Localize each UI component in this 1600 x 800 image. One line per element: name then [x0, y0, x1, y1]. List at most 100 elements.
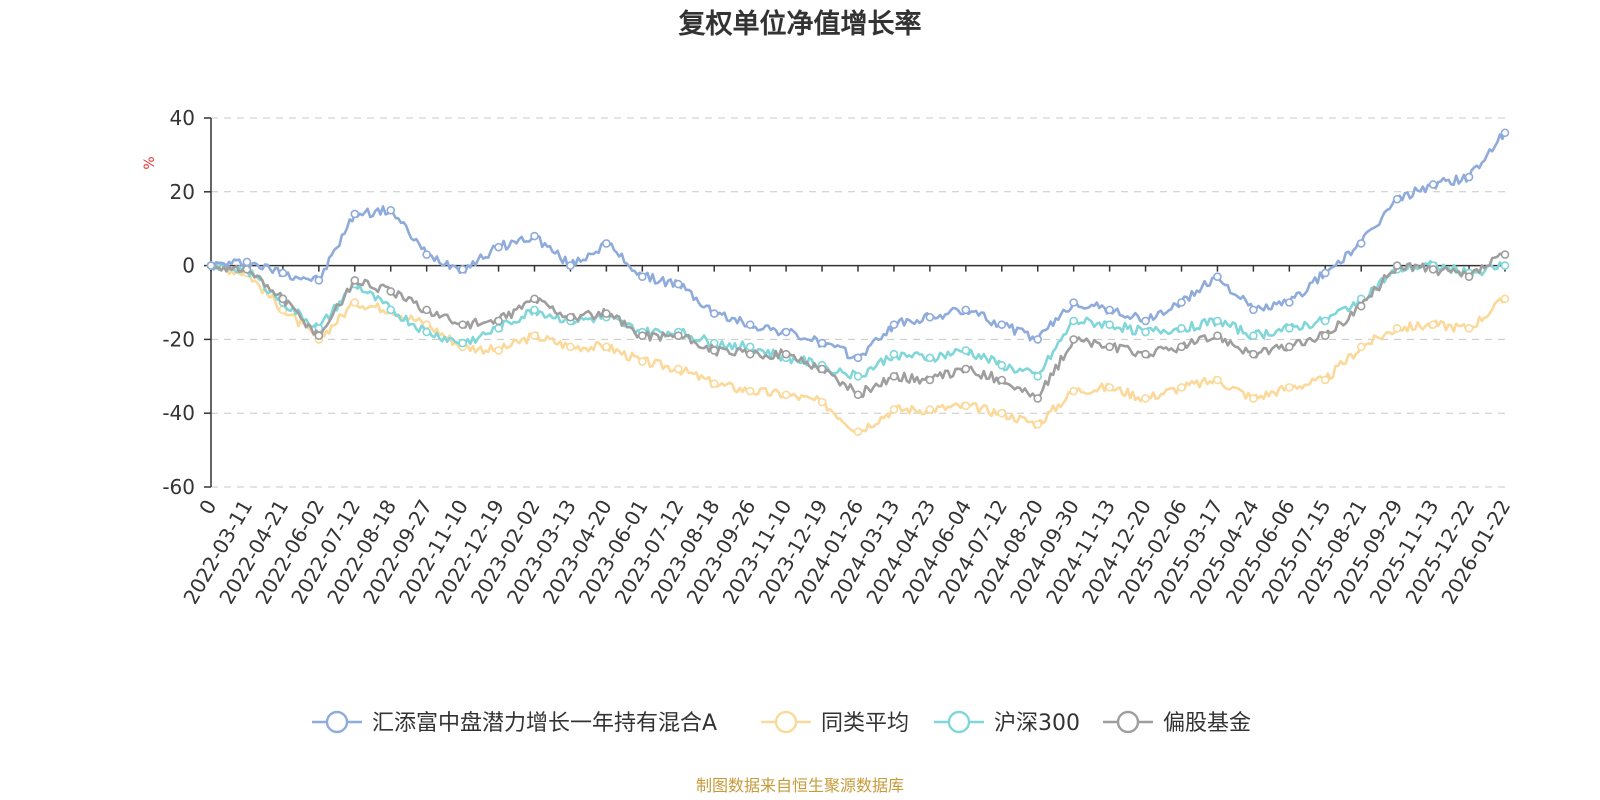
data-point	[638, 357, 647, 366]
data-point	[494, 346, 503, 355]
data-point	[1500, 250, 1510, 259]
data-point	[745, 320, 755, 329]
data-point	[1464, 172, 1474, 182]
series-3	[206, 250, 1510, 403]
data-point	[1392, 194, 1402, 204]
data-point	[817, 364, 827, 374]
legend-marker	[325, 710, 349, 734]
axes	[210, 118, 1506, 487]
legend-item[interactable]: 同类平均	[761, 710, 909, 736]
data-point	[422, 305, 431, 315]
y-tick-label: -40	[162, 401, 195, 425]
data-point	[709, 379, 719, 388]
data-point	[1069, 386, 1078, 396]
data-point	[638, 331, 647, 341]
data-point	[673, 331, 683, 341]
legend-marker	[947, 710, 971, 734]
legend-label: 汇添富中盘潜力增长一年持有混合A	[372, 711, 717, 736]
data-point	[494, 242, 503, 252]
data-point	[242, 257, 252, 267]
data-point	[1213, 316, 1222, 326]
data-point	[1285, 383, 1294, 392]
data-point	[638, 272, 647, 281]
legend-marker	[1116, 710, 1140, 734]
legend-item[interactable]: 汇添富中盘潜力增长一年持有混合A	[312, 710, 717, 736]
data-point	[1177, 383, 1186, 392]
legend-item[interactable]: 沪深300	[934, 710, 1080, 736]
data-point	[1213, 272, 1222, 281]
data-point	[1177, 342, 1186, 352]
legend-label: 同类平均	[821, 711, 909, 736]
y-tick-label: -20	[162, 327, 195, 351]
data-point	[1285, 342, 1294, 352]
series-1	[206, 261, 1510, 436]
data-point	[889, 371, 899, 381]
data-point	[1500, 128, 1510, 138]
data-point	[1141, 327, 1150, 337]
data-point	[350, 209, 360, 219]
data-point	[1141, 394, 1150, 403]
data-point	[566, 342, 575, 352]
data-point	[494, 316, 503, 326]
data-point	[1069, 316, 1078, 326]
data-point	[1392, 324, 1402, 333]
y-tick-labels: 40 20 0 -20 -40 -60	[162, 106, 195, 499]
data-point	[925, 405, 935, 414]
series-line	[210, 261, 1507, 434]
data-point	[602, 309, 611, 318]
data-point	[853, 390, 863, 400]
data-point	[1249, 394, 1258, 403]
data-point	[1033, 394, 1043, 403]
data-point	[961, 401, 971, 411]
data-point	[1428, 264, 1438, 274]
data-point	[817, 397, 827, 407]
data-point	[1500, 294, 1510, 304]
data-point	[422, 327, 431, 337]
data-point	[1177, 298, 1186, 307]
data-point	[673, 279, 683, 289]
data-point	[961, 305, 971, 315]
data-point	[566, 312, 575, 322]
data-point	[1428, 320, 1438, 329]
data-point	[386, 205, 396, 215]
data-point	[1141, 316, 1150, 326]
data-point	[1213, 375, 1222, 385]
data-point	[781, 390, 791, 400]
data-point	[1033, 419, 1043, 429]
data-point	[1356, 342, 1366, 352]
data-point	[1177, 324, 1186, 333]
data-point	[1500, 261, 1510, 270]
data-point	[1105, 320, 1114, 329]
data-point	[1356, 239, 1366, 248]
data-point	[278, 268, 288, 278]
y-tick-label: 40	[170, 106, 195, 130]
legend[interactable]: 汇添富中盘潜力增长一年持有混合A 同类平均 沪深300 偏股基金	[312, 710, 1251, 736]
data-point	[889, 405, 899, 414]
data-point	[1249, 331, 1258, 341]
data-point	[458, 338, 467, 348]
data-point	[997, 408, 1007, 418]
data-point	[602, 342, 611, 352]
data-point	[961, 346, 971, 355]
x-tick-label: 0	[194, 496, 221, 519]
data-point	[1285, 298, 1294, 307]
data-point	[494, 324, 503, 333]
data-point	[1033, 371, 1043, 381]
data-point	[781, 327, 791, 337]
data-point	[1320, 375, 1330, 385]
data-point	[422, 250, 431, 259]
data-point	[925, 312, 935, 322]
data-point	[961, 364, 971, 374]
data-point	[1320, 268, 1330, 278]
data-point	[1249, 305, 1258, 315]
data-point	[386, 287, 396, 296]
legend-item[interactable]: 偏股基金	[1103, 710, 1251, 736]
data-point	[781, 349, 791, 359]
y-tick-label: 20	[170, 180, 195, 204]
data-point	[386, 305, 396, 315]
data-point	[745, 349, 755, 359]
data-point	[1105, 305, 1114, 315]
data-point	[1356, 301, 1366, 311]
data-point	[925, 375, 935, 385]
